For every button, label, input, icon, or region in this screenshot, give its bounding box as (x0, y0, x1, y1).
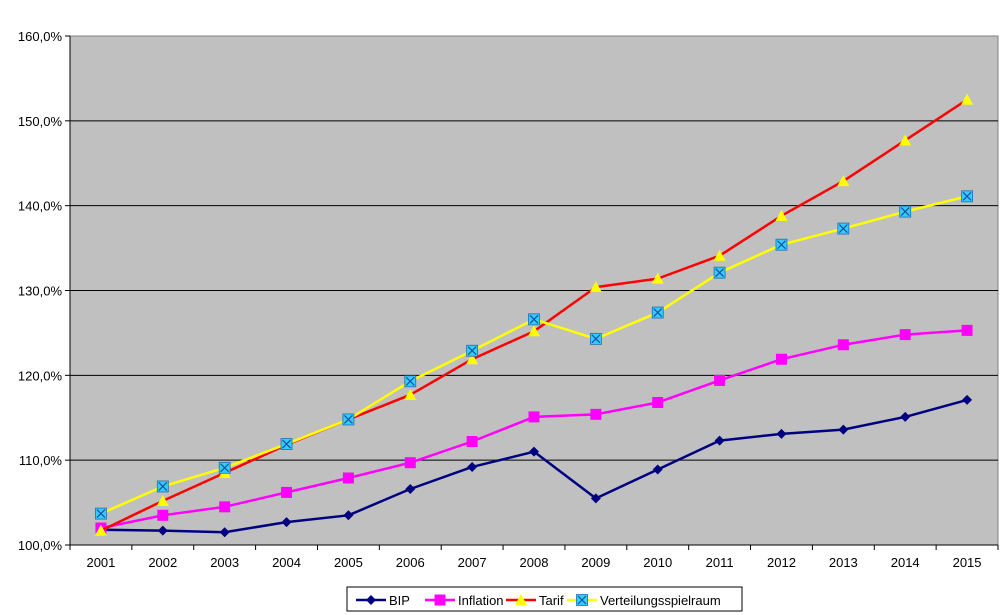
data-point-tarif (837, 175, 850, 187)
x-tick-label: 2010 (643, 555, 672, 570)
data-point-tarif (94, 524, 107, 536)
legend-label-inflation: Inflation (458, 593, 504, 608)
data-point-tarif (961, 93, 974, 105)
data-point-inflation (652, 396, 664, 408)
data-point-tarif (899, 134, 912, 146)
data-point-inflation (404, 457, 416, 469)
data-point-verteilungsspielraum (961, 190, 973, 203)
legend-box (346, 586, 743, 612)
data-point-inflation (775, 353, 787, 365)
data-point-inflation (528, 411, 540, 423)
y-tick-label: 120,0% (18, 368, 63, 383)
data-point-tarif (466, 353, 479, 365)
legend-label-bip: BIP (389, 593, 410, 608)
data-point-verteilungsspielraum (589, 332, 602, 345)
data-point-verteilungsspielraum (156, 480, 169, 493)
data-point-verteilungsspielraum (713, 266, 726, 279)
data-point-bip (343, 510, 354, 521)
data-point-verteilungsspielraum (280, 438, 293, 450)
data-point-tarif (775, 209, 788, 221)
data-point-bip (652, 464, 663, 475)
data-point-verteilungsspielraum (95, 507, 107, 520)
data-point-inflation (342, 472, 354, 484)
gridlines (70, 120, 998, 461)
data-point-verteilungsspielraum (218, 461, 231, 474)
legend-marker-tarif (515, 594, 527, 605)
data-point-tarif (528, 325, 540, 337)
y-tick-label: 100,0% (18, 538, 63, 553)
data-point-bip (776, 428, 787, 439)
x-tick-label: 2014 (891, 555, 920, 570)
legend-marker-inflation (434, 594, 446, 606)
data-point-tarif (589, 281, 602, 293)
legend-label-verteilungsspielraum: Verteilungsspielraum (600, 593, 721, 608)
data-point-inflation (219, 501, 231, 513)
data-point-bip (590, 493, 601, 504)
data-point-bip (900, 411, 911, 422)
data-point-bip (405, 484, 416, 495)
data-point-inflation (466, 436, 478, 448)
y-tick-label: 160,0% (18, 29, 63, 44)
x-tick-label: 2003 (210, 555, 239, 570)
data-point-inflation (837, 339, 849, 351)
data-point-bip (962, 394, 973, 405)
x-tick-label: 2005 (334, 555, 363, 570)
legend-marker-bip (366, 595, 376, 605)
data-point-inflation (961, 324, 973, 336)
legend-marker-verteilungsspielraum (576, 594, 588, 606)
data-point-verteilungsspielraum (837, 222, 850, 235)
x-tick-label: 2007 (458, 555, 487, 570)
data-point-inflation (899, 329, 911, 341)
x-tick-label: 2015 (953, 555, 982, 570)
x-tick-label: 2009 (581, 555, 610, 570)
x-tick-label: 2004 (272, 555, 301, 570)
data-point-verteilungsspielraum (651, 306, 664, 319)
data-point-tarif (156, 494, 169, 506)
data-point-verteilungsspielraum (899, 205, 912, 218)
data-point-tarif (713, 249, 726, 261)
data-point-bip (467, 461, 478, 472)
series-group (94, 93, 974, 538)
x-tick-label: 2002 (148, 555, 177, 570)
data-point-inflation (590, 408, 602, 420)
data-point-bip (529, 446, 539, 457)
legend-label-tarif: Tarif (539, 593, 564, 608)
y-tick-label: 130,0% (18, 284, 63, 299)
data-point-bip (714, 435, 725, 446)
x-tick-label: 2011 (706, 555, 734, 570)
x-tick-label: 2008 (520, 555, 549, 570)
data-point-bip (281, 517, 292, 528)
y-tick-label: 150,0% (18, 114, 63, 129)
data-point-tarif (404, 388, 417, 400)
data-point-inflation (281, 486, 293, 498)
data-point-tarif (651, 272, 664, 284)
data-point-verteilungsspielraum (528, 313, 540, 326)
data-point-verteilungsspielraum (342, 413, 355, 426)
data-point-bip (157, 525, 168, 536)
data-point-inflation (714, 374, 726, 386)
data-point-inflation (157, 509, 169, 521)
y-tick-label: 110,0% (19, 453, 63, 468)
x-tick-label: 2012 (767, 555, 796, 570)
y-tick-label: 140,0% (18, 199, 63, 214)
data-point-verteilungsspielraum (404, 375, 417, 388)
data-point-verteilungsspielraum (775, 238, 788, 251)
data-point-bip (219, 527, 230, 538)
data-point-verteilungsspielraum (466, 344, 479, 357)
legend: BIP Inflation Tarif Verteilungsspielraum (346, 586, 743, 612)
axes: 100,0% 110,0% 120,0% 130,0% 140,0% 150,0% 160,… (18, 29, 999, 570)
x-tick-label: 2006 (396, 555, 425, 570)
x-tick-label: 2001 (86, 555, 115, 570)
data-point-bip (838, 424, 849, 435)
x-tick-label: 2013 (829, 555, 858, 570)
